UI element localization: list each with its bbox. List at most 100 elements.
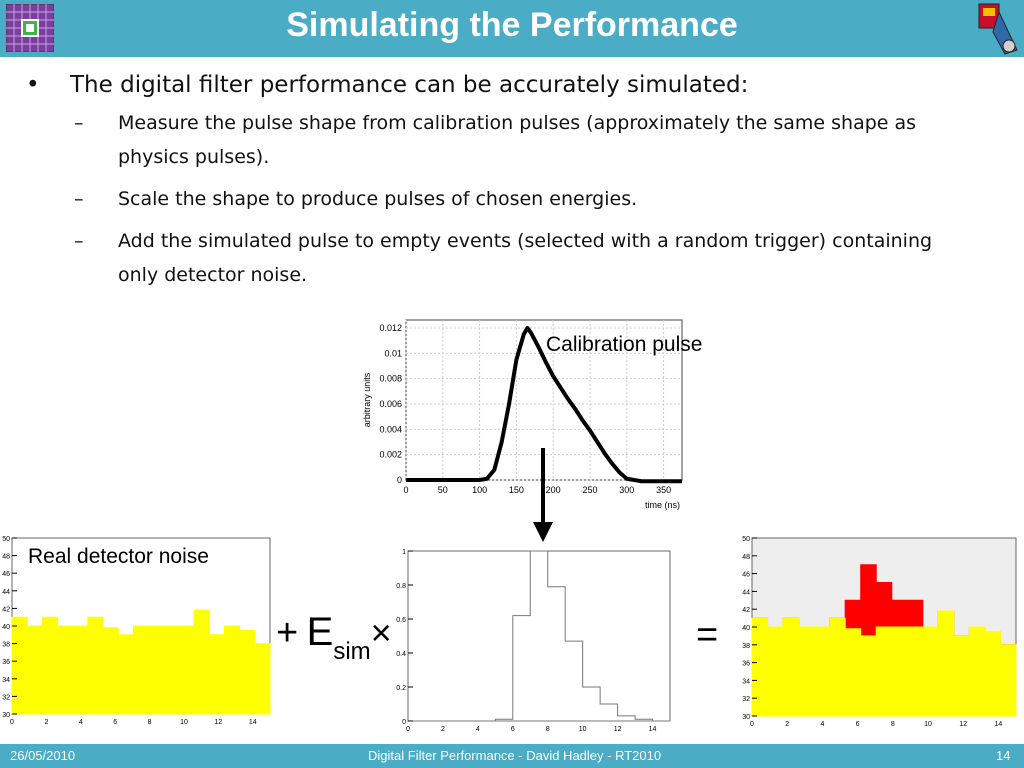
x-tick-label: 200 (546, 485, 561, 495)
x-tick-label: 4 (476, 726, 480, 733)
sub-bullet-dash: – (74, 188, 84, 210)
x-tick-label: 6 (856, 721, 860, 728)
histogram-series-0 (408, 550, 670, 722)
y-tick-label: 46 (2, 571, 10, 578)
y-tick-label: 44 (742, 589, 750, 596)
x-tick-label: 0 (750, 721, 754, 728)
y-tick-label: 46 (742, 572, 750, 579)
energy-subscript: sim (333, 638, 371, 665)
y-tick-label: 0 (402, 719, 406, 726)
equals-sign: = (696, 614, 719, 656)
formula: + Esim× (276, 610, 392, 665)
x-tick-label: 350 (656, 485, 671, 495)
real-noise-label: Real detector noise (28, 545, 209, 569)
y-tick-label: 1 (402, 549, 406, 556)
sub-bullet-text: Measure the pulse shape from calibration… (118, 112, 917, 168)
x-tick-label: 10 (579, 726, 587, 733)
footer-center: Digital Filter Performance - David Hadle… (368, 748, 662, 763)
bullet-dot: • (26, 72, 40, 98)
x-tick-label: 0 (403, 485, 408, 495)
title-bar (0, 0, 1024, 57)
times-sign: × (370, 612, 392, 653)
y-tick-label: 0.004 (379, 424, 402, 434)
y-tick-label: 0 (397, 475, 402, 485)
page-title: Simulating the Performance (286, 6, 738, 44)
y-tick-label: 0.2 (396, 685, 406, 692)
y-tick-label: 32 (2, 694, 10, 701)
sub-bullet-text: Scale the shape to produce pulses of cho… (118, 188, 638, 210)
y-tick-label: 40 (2, 624, 10, 631)
x-tick-label: 4 (79, 719, 83, 724)
bullet-list: • The digital filter performance can be … (20, 72, 1010, 292)
y-tick-label: 42 (742, 607, 750, 614)
y-axis-label: arbitrary units (362, 372, 372, 427)
y-tick-label: 0.01 (384, 348, 402, 358)
x-axis-label: time (ns) (645, 500, 680, 510)
sub-bullet-text: Add the simulated pulse to empty events … (118, 230, 933, 286)
x-tick-label: 14 (995, 721, 1003, 728)
page-number: 14 (996, 748, 1011, 763)
x-tick-label: 8 (148, 719, 152, 724)
y-tick-label: 50 (742, 536, 750, 543)
y-tick-label: 0.006 (379, 399, 402, 409)
sub-bullet: – Measure the pulse shape from calibrati… (20, 106, 1010, 174)
y-tick-label: 48 (2, 554, 10, 561)
plus-sign: + (276, 612, 299, 654)
y-tick-label: 30 (742, 714, 750, 721)
x-tick-label: 10 (924, 721, 932, 728)
x-tick-label: 0 (406, 726, 410, 733)
x-tick-label: 50 (438, 485, 448, 495)
sub-bullet: – Scale the shape to produce pulses of c… (20, 182, 1010, 216)
detector-logo (5, 3, 55, 57)
x-tick-label: 6 (113, 719, 117, 724)
y-tick-label: 0.012 (379, 323, 402, 333)
y-tick-label: 34 (742, 678, 750, 685)
y-tick-label: 0.002 (379, 450, 402, 460)
x-tick-label: 2 (44, 719, 48, 724)
x-tick-label: 2 (785, 721, 789, 728)
histogram-series-0 (751, 610, 1017, 717)
x-tick-label: 4 (820, 721, 824, 728)
y-tick-label: 48 (742, 554, 750, 561)
main-bullet-text: The digital filter performance can be ac… (70, 72, 749, 98)
sub-bullet-dash: – (74, 112, 84, 134)
x-tick-label: 12 (215, 719, 223, 724)
y-tick-label: 36 (742, 661, 750, 668)
down-arrow-icon (533, 448, 553, 542)
shape-histogram: 00.20.40.60.810 2 4 6 8 10 12 14 (396, 549, 671, 733)
x-tick-label: 12 (959, 721, 967, 728)
y-tick-label: 42 (2, 606, 10, 613)
x-tick-label: 6 (511, 726, 515, 733)
y-tick-label: 40 (742, 625, 750, 632)
y-tick-label: 30 (2, 712, 10, 719)
x-tick-label: 10 (180, 719, 188, 724)
sub-bullet-dash: – (74, 230, 84, 252)
x-tick-label: 100 (472, 485, 487, 495)
crest-logo (975, 2, 1021, 61)
x-tick-label: 8 (891, 721, 895, 728)
y-tick-label: 50 (2, 536, 10, 543)
x-tick-label: 14 (249, 719, 257, 724)
y-tick-label: 44 (2, 589, 10, 596)
y-tick-label: 38 (742, 643, 750, 650)
x-tick-label: 250 (582, 485, 597, 495)
footer: 26/05/2010 Digital Filter Performance - … (0, 744, 1024, 768)
y-tick-label: 0.8 (396, 583, 406, 590)
x-tick-label: 150 (509, 485, 524, 495)
x-tick-label: 0 (10, 719, 14, 724)
x-tick-label: 2 (441, 726, 445, 733)
energy-symbol: E (306, 610, 334, 654)
y-tick-label: 38 (2, 642, 10, 649)
x-tick-label: 14 (649, 726, 657, 733)
sub-bullet: – Add the simulated pulse to empty event… (20, 224, 1010, 292)
calibration-pulse-label: Calibration pulse (546, 333, 703, 356)
histogram-series-0 (11, 609, 271, 715)
pulse-series (406, 326, 682, 484)
main-bullet: • The digital filter performance can be … (20, 72, 1010, 98)
x-tick-label: 8 (546, 726, 550, 733)
x-tick-label: 300 (619, 485, 634, 495)
y-tick-label: 36 (2, 659, 10, 666)
y-tick-label: 34 (2, 677, 10, 684)
y-tick-label: 0.6 (396, 617, 406, 624)
